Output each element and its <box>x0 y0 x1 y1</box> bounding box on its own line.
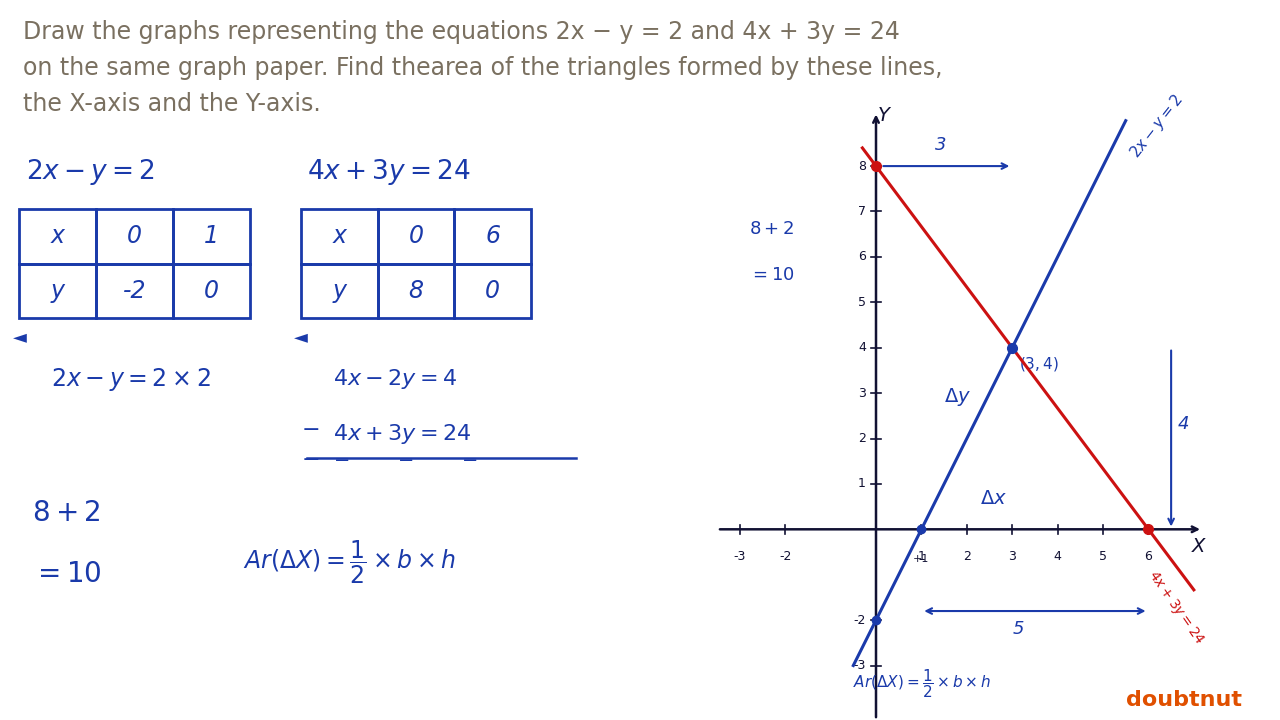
Text: $2x-y=2\times 2$: $2x-y=2\times 2$ <box>51 366 211 393</box>
Text: 1: 1 <box>858 477 867 490</box>
Text: $8+2$: $8+2$ <box>32 499 101 527</box>
Text: Draw the graphs representing the equations 2x − y = 2 and 4x + 3y = 24: Draw the graphs representing the equatio… <box>23 20 900 44</box>
Text: 0: 0 <box>408 225 424 248</box>
Text: x: x <box>51 225 64 248</box>
Text: $4x+3y=24$: $4x+3y=24$ <box>333 422 471 446</box>
Bar <box>173 264 250 318</box>
Text: $Ar(\Delta X)=\dfrac{1}{2}\times b\times h$: $Ar(\Delta X)=\dfrac{1}{2}\times b\times… <box>854 667 992 700</box>
Text: $(3,4)$: $(3,4)$ <box>1019 355 1059 373</box>
Text: $-$: $-$ <box>301 418 319 438</box>
Text: the X-axis and the Y-axis.: the X-axis and the Y-axis. <box>23 91 321 115</box>
Bar <box>96 209 173 264</box>
Text: 2: 2 <box>963 550 970 563</box>
Text: -2: -2 <box>123 279 146 303</box>
Text: 1: 1 <box>204 225 219 248</box>
Text: 4: 4 <box>1053 550 1061 563</box>
Text: -3: -3 <box>733 550 746 563</box>
Text: 0: 0 <box>204 279 219 303</box>
Text: 1: 1 <box>918 550 925 563</box>
Bar <box>173 209 250 264</box>
Bar <box>301 264 378 318</box>
Text: 7: 7 <box>858 205 867 218</box>
Text: $-$: $-$ <box>301 449 319 469</box>
Text: 2: 2 <box>858 432 867 445</box>
Text: $-$: $-$ <box>461 449 477 468</box>
Bar <box>301 209 378 264</box>
Bar <box>19 264 96 318</box>
Text: $2x-y=2$: $2x-y=2$ <box>1125 91 1187 162</box>
Text: $-$: $-$ <box>333 449 349 468</box>
Text: $Ar(\Delta X)=\dfrac{1}{2}\times b\times h$: $Ar(\Delta X)=\dfrac{1}{2}\times b\times… <box>243 538 457 585</box>
Text: doubtnut: doubtnut <box>1126 690 1243 710</box>
Text: 0: 0 <box>127 225 142 248</box>
Text: $4x-2y=4$: $4x-2y=4$ <box>333 367 457 391</box>
Text: 3: 3 <box>1009 550 1016 563</box>
Text: 4: 4 <box>1178 415 1189 433</box>
Text: 6: 6 <box>485 225 500 248</box>
Text: 6: 6 <box>858 251 867 264</box>
Bar <box>96 264 173 318</box>
Text: $-$: $-$ <box>397 449 413 468</box>
Text: 3: 3 <box>934 136 946 154</box>
Text: 6: 6 <box>1144 550 1152 563</box>
Text: -2: -2 <box>780 550 791 563</box>
Text: $=10$: $=10$ <box>32 560 101 588</box>
Text: 8: 8 <box>408 279 424 303</box>
Text: ◄: ◄ <box>294 328 308 346</box>
Text: +1: +1 <box>913 554 929 564</box>
Text: 0: 0 <box>485 279 500 303</box>
Text: $4x+3y=24$: $4x+3y=24$ <box>1144 567 1208 648</box>
Text: 4: 4 <box>858 341 867 354</box>
Text: $2x-y=2$: $2x-y=2$ <box>26 158 155 187</box>
Text: y: y <box>51 279 64 303</box>
Text: 8: 8 <box>858 160 867 173</box>
Text: Y: Y <box>878 106 890 125</box>
Text: $= 10$: $= 10$ <box>749 266 795 284</box>
Text: $8+2$: $8+2$ <box>749 220 794 238</box>
Text: 3: 3 <box>858 387 867 400</box>
Bar <box>378 209 454 264</box>
Text: -3: -3 <box>854 659 867 672</box>
Text: 5: 5 <box>1012 620 1024 638</box>
Text: $\Delta y$: $\Delta y$ <box>945 386 972 408</box>
Bar <box>454 209 531 264</box>
Text: ◄: ◄ <box>13 328 27 346</box>
Text: y: y <box>333 279 346 303</box>
Bar <box>378 264 454 318</box>
Text: $4x+3y=24$: $4x+3y=24$ <box>307 158 471 187</box>
Text: x: x <box>333 225 346 248</box>
Text: on the same graph paper. Find thearea of the triangles formed by these lines,: on the same graph paper. Find thearea of… <box>23 55 942 80</box>
Text: -2: -2 <box>854 613 867 626</box>
Bar <box>19 209 96 264</box>
Text: $\Delta x$: $\Delta x$ <box>980 490 1007 508</box>
Text: 5: 5 <box>858 296 867 309</box>
Text: 5: 5 <box>1100 550 1107 563</box>
Text: X: X <box>1192 537 1204 556</box>
Bar <box>454 264 531 318</box>
